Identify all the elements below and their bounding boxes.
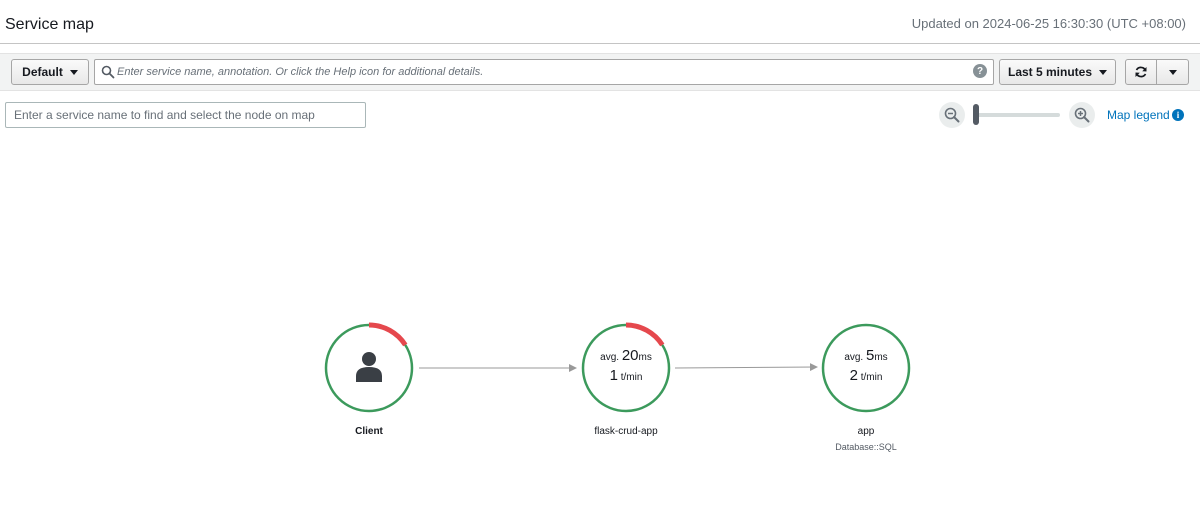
node-client[interactable]: [324, 322, 414, 413]
node-app[interactable]: [821, 323, 911, 413]
group-select-label: Default: [22, 65, 63, 79]
request-rate-unit: t/min: [620, 372, 643, 383]
avg-prefix: avg.: [844, 352, 864, 363]
zoom-out-icon: [944, 107, 960, 123]
page-header: Service map Updated on 2024-06-25 16:30:…: [0, 0, 1200, 44]
avg-latency-value: 20: [621, 347, 639, 364]
chevron-down-icon: [1099, 69, 1108, 75]
node-label-flask-crud-app: flask-crud-app: [594, 426, 658, 437]
time-range-label: Last 5 minutes: [1007, 65, 1093, 79]
avg-prefix: avg.: [600, 352, 620, 363]
zoom-slider-track[interactable]: [976, 113, 1060, 117]
node-label-client: Client: [355, 426, 383, 437]
service-graph: [324, 322, 911, 413]
avg-latency-unit: ms: [638, 352, 652, 363]
filter-toolbar: Default Enter service name, annotation. …: [0, 53, 1200, 91]
node-error-arc: [368, 322, 408, 347]
refresh-options-button[interactable]: [1157, 59, 1189, 85]
info-icon[interactable]: i: [1172, 109, 1184, 121]
service-map-canvas[interactable]: avg. 20ms 1 t/min avg. 5ms 2 t/min Clien…: [0, 140, 1200, 525]
search-icon: [101, 65, 115, 79]
zoom-in-icon: [1074, 107, 1090, 123]
node-metrics: avg. 5ms 2 t/min: [821, 347, 911, 384]
node-health-ring: [821, 323, 911, 413]
filter-search-input[interactable]: Enter service name, annotation. Or click…: [94, 59, 994, 85]
find-node-input[interactable]: Enter a service name to find and select …: [5, 102, 366, 128]
find-node-placeholder: Enter a service name to find and select …: [14, 108, 315, 122]
request-rate-unit: t/min: [860, 372, 883, 383]
node-flask-crud-app[interactable]: [581, 322, 671, 413]
chevron-down-icon: [69, 69, 78, 75]
zoom-out-button[interactable]: [939, 102, 965, 128]
page-title: Service map: [5, 16, 94, 33]
node-type-label: Database::SQL: [835, 442, 897, 452]
node-label-app: app: [857, 426, 875, 437]
zoom-slider-handle[interactable]: [973, 104, 979, 125]
map-legend-link[interactable]: Map legend: [1107, 108, 1170, 122]
node-error-arc: [625, 322, 665, 347]
search-placeholder: Enter service name, annotation. Or click…: [117, 66, 484, 78]
edge-flask-crud-app-to-app[interactable]: [674, 363, 818, 372]
refresh-button[interactable]: [1125, 59, 1157, 85]
refresh-icon: [1135, 66, 1147, 78]
updated-timestamp: Updated on 2024-06-25 16:30:30 (UTC +08:…: [911, 16, 1186, 31]
avg-latency-value: 5: [866, 347, 875, 364]
request-rate-value: 1: [609, 367, 618, 384]
help-icon[interactable]: ?: [973, 64, 987, 78]
node-metrics: avg. 20ms 1 t/min: [581, 347, 671, 384]
time-range-button[interactable]: Last 5 minutes: [999, 59, 1116, 85]
avg-latency-unit: ms: [874, 352, 888, 363]
request-rate-value: 2: [849, 367, 858, 384]
user-icon: [356, 352, 382, 382]
zoom-in-button[interactable]: [1069, 102, 1095, 128]
chevron-down-icon: [1168, 69, 1177, 75]
group-select-button[interactable]: Default: [11, 59, 89, 85]
